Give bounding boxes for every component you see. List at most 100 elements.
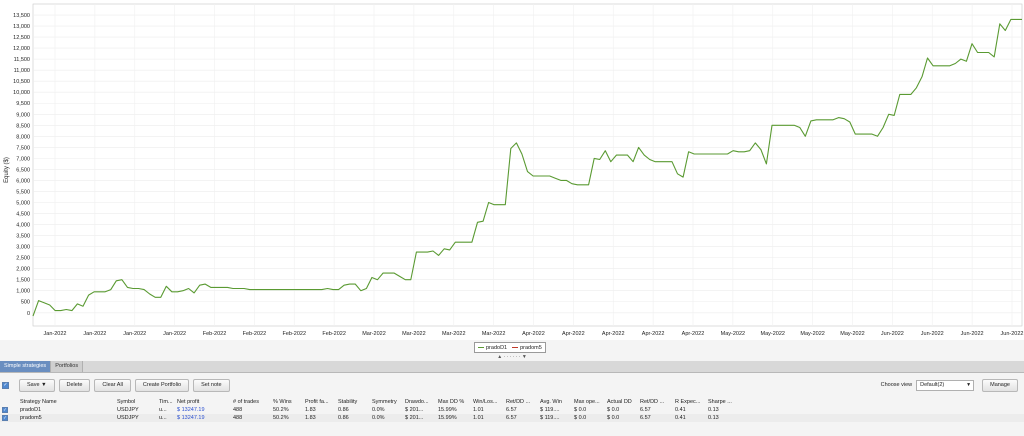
x-tick-label: Mar-2022 <box>362 331 386 337</box>
splitter-down-arrow-icon[interactable]: ▼ <box>521 354 527 360</box>
column-header[interactable]: Symbol <box>117 399 136 405</box>
table-cell: 0.41 <box>675 407 686 413</box>
table-cell: 0.41 <box>675 415 686 421</box>
y-tick-label: 1,000 <box>16 289 30 295</box>
x-tick-label: Jan-2022 <box>83 331 106 337</box>
column-header[interactable]: Strategy Name <box>20 399 57 405</box>
table-cell: 1.01 <box>473 407 484 413</box>
y-tick-label: 5,500 <box>16 189 30 195</box>
column-header[interactable]: Profit fa... <box>305 399 329 405</box>
y-tick-label: 5,000 <box>16 200 30 206</box>
column-header[interactable]: Sharpe ... <box>708 399 732 405</box>
y-tick-label: 4,500 <box>16 212 30 218</box>
table-cell: 6.57 <box>506 407 517 413</box>
set-note-button[interactable]: Set note <box>193 378 230 392</box>
legend-swatch-pradod1 <box>478 347 484 348</box>
y-tick-label: 8,500 <box>16 123 30 129</box>
x-tick-label: Jun-2022 <box>1001 331 1024 337</box>
table-cell: $ 13247.19 <box>177 407 205 413</box>
column-header[interactable]: Symmetry <box>372 399 397 405</box>
choose-view-value: Default(2) <box>920 381 945 388</box>
y-tick-label: 13,500 <box>13 13 30 19</box>
column-header[interactable]: R Expec... <box>675 399 701 405</box>
x-tick-label: Apr-2022 <box>682 331 705 337</box>
table-cell: pradoD1 <box>20 407 42 413</box>
x-tick-label: Mar-2022 <box>442 331 466 337</box>
x-tick-label: Feb-2022 <box>322 331 346 337</box>
y-tick-label: 8,000 <box>16 134 30 140</box>
column-header[interactable]: Actual DD <box>607 399 632 405</box>
table-cell: 6.57 <box>506 415 517 421</box>
y-tick-label: 9,500 <box>16 101 30 107</box>
y-tick-label: 10,000 <box>13 90 30 96</box>
table-cell: 15.99% <box>438 407 457 413</box>
y-tick-label: 10,500 <box>13 79 30 85</box>
series-line-pradod1 <box>32 18 1022 317</box>
column-header[interactable]: Ret/DD ... <box>506 399 531 405</box>
table-cell: 0.0% <box>372 407 385 413</box>
table-cell: u... <box>159 415 167 421</box>
table-cell: $ 0.0 <box>574 415 587 421</box>
column-header[interactable]: Max ope... <box>574 399 600 405</box>
choose-view-label: Choose view <box>880 382 913 388</box>
legend-swatch-pradom5 <box>512 347 519 348</box>
table-cell: 6.57 <box>640 415 651 421</box>
table-cell: $ 13247.19 <box>177 415 205 421</box>
delete-button[interactable]: Delete <box>58 378 91 392</box>
clear-all-button[interactable]: Clear All <box>94 378 131 392</box>
table-row[interactable]: ✓ pradom5 USDJPY u... $ 13247.19 488 50.2% 1.83… <box>0 414 1024 422</box>
table-row[interactable]: ✓ pradoD1 USDJPY u... $ 13247.19 488 50.2% 1.83… <box>0 406 1024 414</box>
splitter-up-arrow-icon[interactable]: ▲ <box>497 354 503 360</box>
y-tick-label: 3,500 <box>16 234 30 240</box>
table-cell: 488 <box>233 415 243 421</box>
column-header[interactable]: Drawdo... <box>405 399 429 405</box>
x-tick-label: Feb-2022 <box>243 331 267 337</box>
table-cell: $ 119.... <box>540 415 560 421</box>
manage-button[interactable]: Manage <box>982 378 1018 392</box>
y-tick-label: 7,500 <box>16 145 30 151</box>
chevron-down-icon: ▼ <box>966 381 972 388</box>
y-tick-label: 6,500 <box>16 167 30 173</box>
y-tick-label: 11,500 <box>14 57 30 63</box>
table-cell: u... <box>159 407 167 413</box>
strategies-table: Strategy Name Symbol Tim... Net profit # of … <box>0 398 1024 422</box>
create-portfolio-button[interactable]: Create Portfolio <box>134 378 190 392</box>
column-header[interactable]: # of trades <box>233 399 259 405</box>
x-tick-label: Mar-2022 <box>482 331 506 337</box>
x-tick-label: Jan-2022 <box>163 331 186 337</box>
table-cell: USDJPY <box>117 407 139 413</box>
y-tick-label: 500 <box>21 300 30 306</box>
x-tick-label: Apr-2022 <box>562 331 585 337</box>
row-checkbox[interactable]: ✓ <box>2 406 8 413</box>
tab-simple-strategies[interactable]: Simple strategies <box>0 361 52 372</box>
table-cell: 50.2% <box>273 415 289 421</box>
select-all-checkbox[interactable]: ✓ <box>2 381 9 389</box>
x-tick-label: Mar-2022 <box>402 331 426 337</box>
table-cell: 6.57 <box>640 407 651 413</box>
column-header[interactable]: Win/Los... <box>473 399 498 405</box>
equity-chart: 0 500 1,000 1,500 2,000 2,500 3,000 3,500 4,000 4… <box>0 0 1024 340</box>
y-tick-label: 11,000 <box>14 68 30 74</box>
table-cell: 15.99% <box>438 415 457 421</box>
panel-splitter[interactable]: ▲ · · · · · · ▼ <box>497 354 527 360</box>
column-header[interactable]: Avg. Win <box>540 399 562 405</box>
save-button[interactable]: Save ▼ <box>19 378 55 392</box>
table-cell: 50.2% <box>273 407 289 413</box>
table-cell: $ 201... <box>405 407 424 413</box>
column-header[interactable]: Ret/DD ... <box>640 399 665 405</box>
x-tick-label: Jan-2022 <box>44 331 67 337</box>
row-select-cell: ✓ <box>0 406 18 414</box>
table-cell: $ 201... <box>405 415 424 421</box>
column-header[interactable]: Max DD % <box>438 399 465 405</box>
row-checkbox[interactable]: ✓ <box>2 414 8 421</box>
x-tick-label: May-2022 <box>721 331 745 337</box>
column-header[interactable]: Stability <box>338 399 358 405</box>
column-header[interactable]: Net profit <box>177 399 200 405</box>
table-cell: 0.86 <box>338 407 349 413</box>
tab-portfolios[interactable]: Portfolios <box>51 361 84 372</box>
column-header[interactable]: % Wins <box>273 399 292 405</box>
results-tabbar: Simple strategies Portfolios <box>0 361 1024 373</box>
column-header[interactable]: Tim... <box>159 399 173 405</box>
equity-chart-svg: 0 500 1,000 1,500 2,000 2,500 3,000 3,500 4,000 4… <box>4 3 1024 337</box>
choose-view-select[interactable]: Default(2) ▼ <box>916 379 975 391</box>
